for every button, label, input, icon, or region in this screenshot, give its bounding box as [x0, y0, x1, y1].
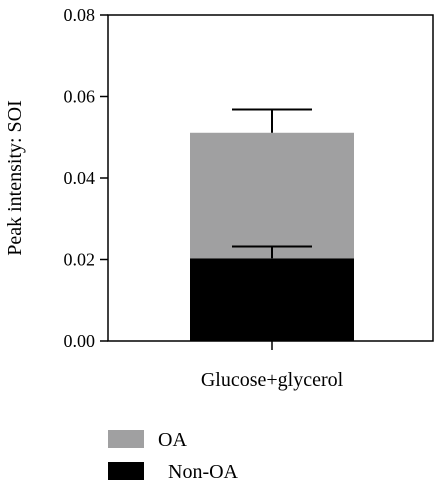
legend: OA Non-OA — [108, 429, 239, 483]
x-axis: Glucose+glycerol — [201, 341, 344, 391]
y-axis-label: Peak intensity: SOI — [4, 100, 26, 256]
legend-label-oa: OA — [158, 429, 187, 451]
error-bars-group — [232, 108, 312, 259]
bars-group — [190, 132, 354, 341]
legend-swatch-oa — [108, 430, 144, 448]
y-tick-label: 0.00 — [64, 331, 96, 351]
x-tick-label: Glucose+glycerol — [201, 369, 344, 391]
y-axis: 0.00 0.02 0.04 0.06 0.08 — [64, 5, 108, 351]
y-tick-label: 0.02 — [64, 250, 96, 270]
y-tick-label: 0.06 — [64, 87, 96, 107]
bar-non-oa — [190, 258, 354, 341]
legend-label-non-oa: Non-OA — [168, 461, 239, 483]
bar-oa — [190, 132, 354, 259]
y-tick-label: 0.08 — [64, 5, 96, 25]
legend-swatch-non-oa — [108, 462, 144, 480]
y-tick-label: 0.04 — [64, 168, 96, 188]
